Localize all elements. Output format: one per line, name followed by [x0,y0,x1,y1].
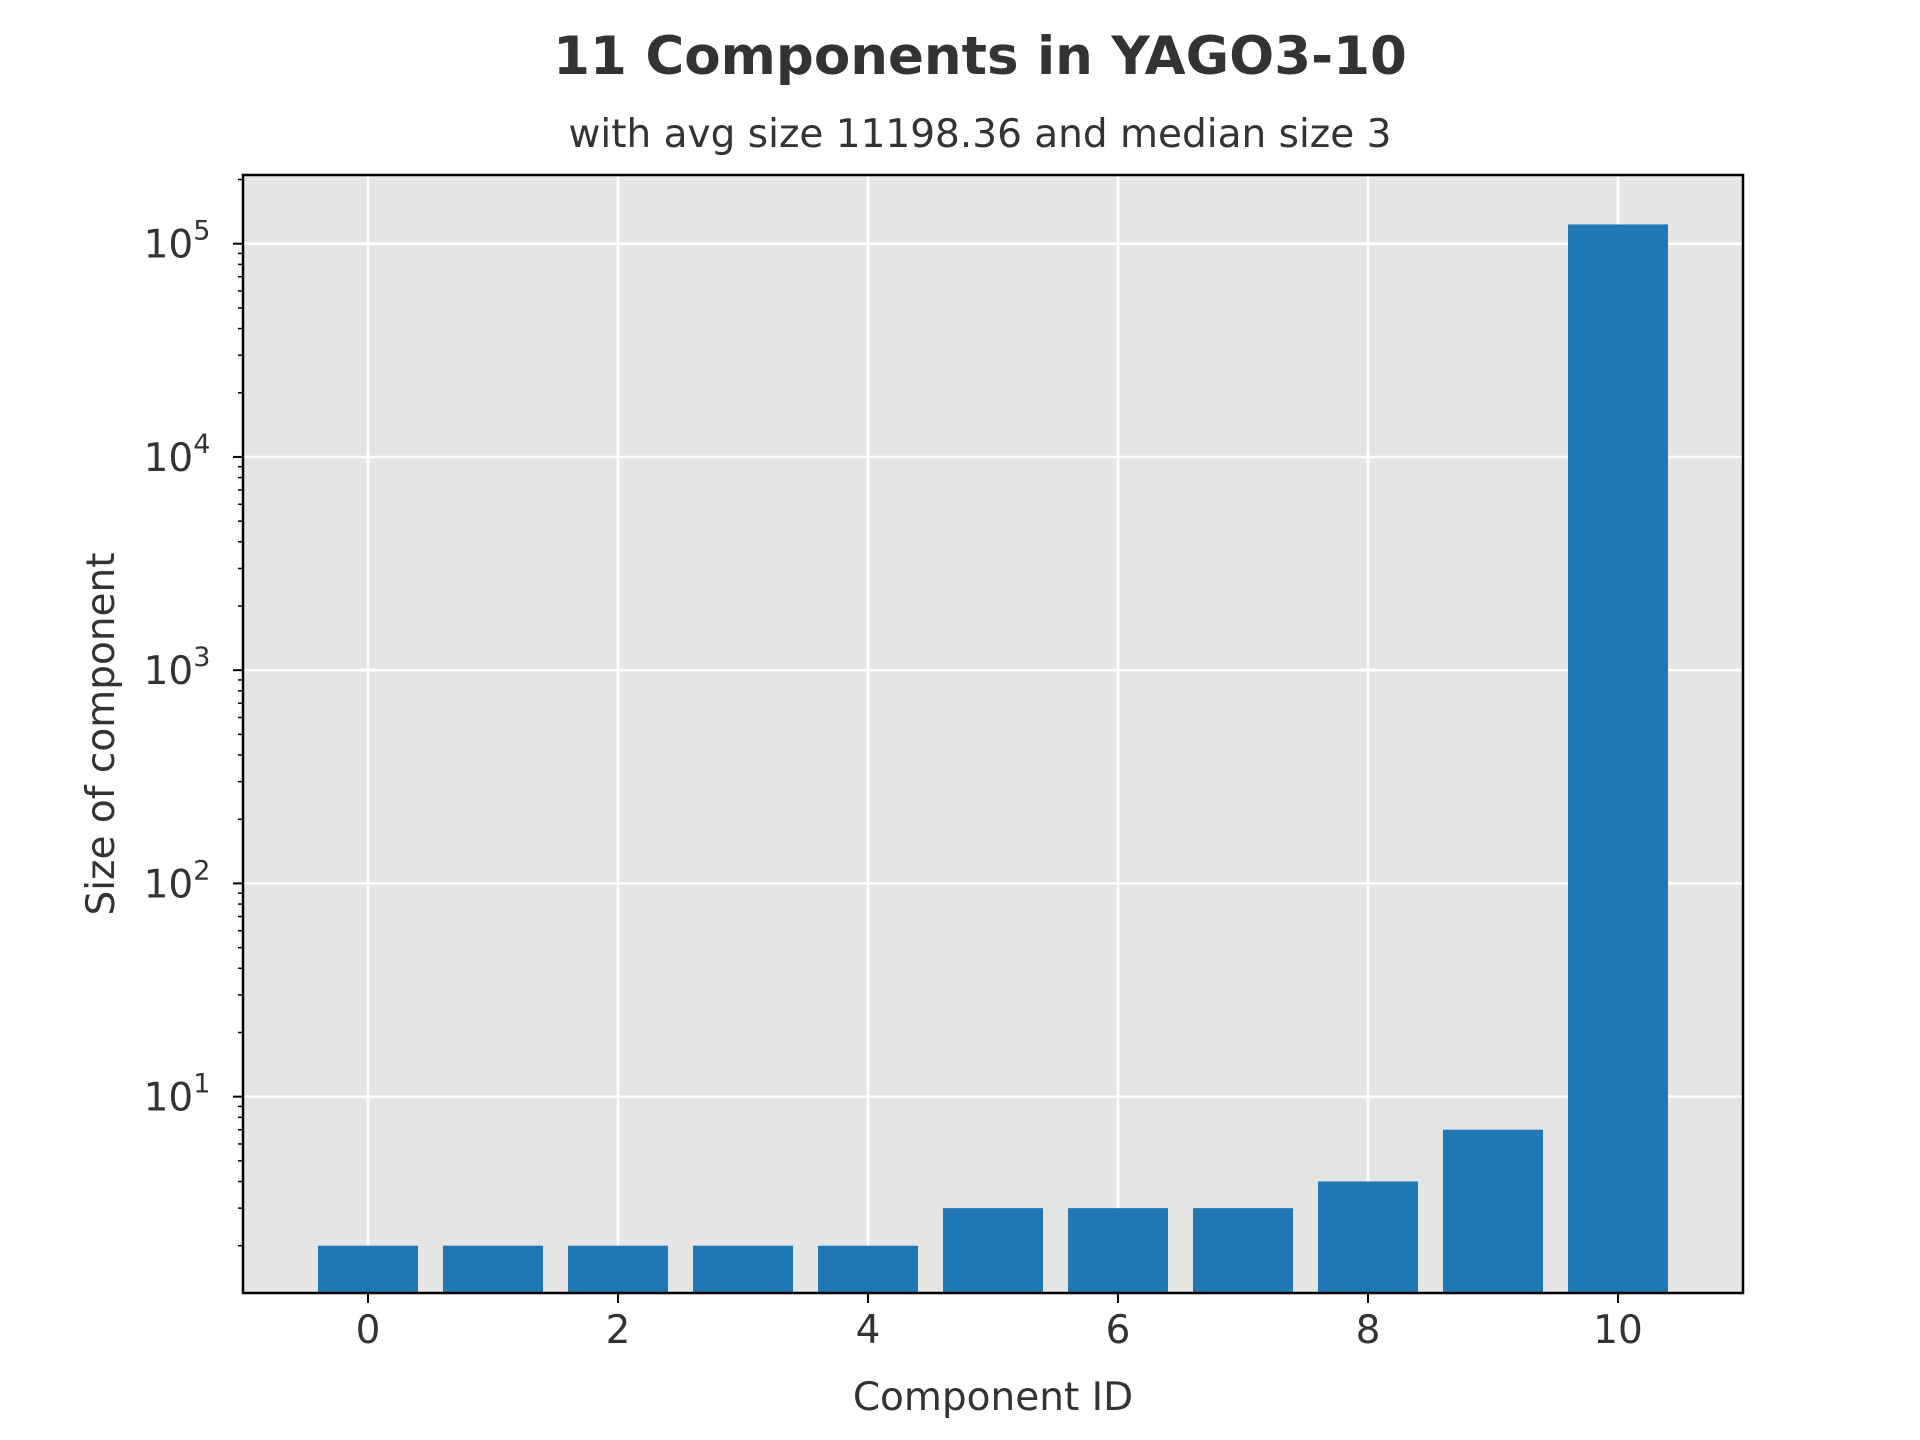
y-tick-label: 103 [144,642,211,694]
x-tick-label: 6 [1106,1308,1131,1353]
bar-component-4 [818,1245,918,1293]
x-tick-label: 2 [606,1308,631,1353]
bars [318,224,1668,1294]
x-tick-label: 4 [856,1308,881,1353]
x-tick-label: 0 [356,1308,381,1353]
bar-component-3 [693,1245,793,1293]
ticks [233,178,1619,1303]
bar-component-9 [1443,1129,1543,1293]
x-tick-labels: 0 2 4 6 8 10 [356,1308,1643,1353]
y-tick-label: 104 [144,429,211,481]
bar-component-1 [443,1245,543,1293]
chart-title: 11 Components in YAGO3-10 [553,26,1407,87]
bar-component-2 [568,1245,668,1293]
x-tick-label: 8 [1356,1308,1381,1353]
x-axis-label: Component ID [853,1375,1133,1420]
y-tick-label: 101 [144,1069,211,1121]
x-tick-label: 10 [1593,1308,1643,1353]
y-tick-labels: 101 102 103 104 105 [144,216,211,1121]
bar-component-0 [318,1245,418,1293]
plot-area [243,175,1743,1293]
bar-component-6 [1068,1208,1168,1293]
bar-component-8 [1318,1181,1418,1293]
bar-component-10 [1568,224,1668,1294]
y-tick-label: 102 [144,855,211,907]
y-tick-label: 105 [144,216,211,268]
bar-component-5 [943,1208,1043,1293]
bar-component-7 [1193,1208,1293,1293]
chart-subtitle: with avg size 11198.36 and median size 3 [569,112,1392,157]
y-axis-label: Size of component [79,552,124,915]
